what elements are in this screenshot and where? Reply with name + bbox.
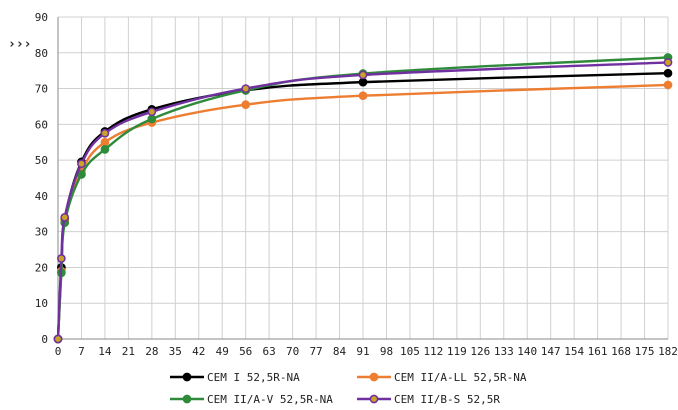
data-point	[358, 70, 368, 80]
data-point	[358, 91, 368, 101]
legend-label: CEM II/A-V 52,5R-NA	[207, 393, 333, 406]
x-tick-label: 105	[400, 345, 420, 358]
x-tick-label: 126	[470, 345, 490, 358]
x-tick-label: 91	[356, 345, 369, 358]
legend-entry: CEM II/A-V 52,5R-NA	[170, 393, 333, 406]
x-tick-label: 63	[263, 345, 276, 358]
x-tick-label: 175	[635, 345, 655, 358]
data-point	[100, 137, 110, 147]
x-tick-label: 161	[588, 345, 608, 358]
data-point	[60, 213, 70, 222]
data-point	[57, 254, 66, 263]
axes: 0 10 20 30 40 50 60 70 80 90 0 7 14 21 28 35 42 49 56 63 70 7…	[35, 11, 678, 358]
data-point	[100, 128, 110, 138]
x-tick-label: 70	[286, 345, 299, 358]
y-tick-label: 60	[35, 118, 48, 131]
data-point	[100, 145, 110, 154]
legend-label: CEM II/B-S 52,5R	[394, 393, 500, 406]
legend-label: CEM I 52,5R-NA	[207, 371, 300, 384]
legend-swatch-marker	[182, 372, 192, 382]
legend-entry: CEM I 52,5R-NA	[170, 371, 300, 384]
x-tick-label: 28	[145, 345, 158, 358]
x-tick-label: 77	[309, 345, 322, 358]
x-tick-label: 119	[447, 345, 467, 358]
data-point	[147, 114, 157, 124]
x-tick-label: 84	[333, 345, 347, 358]
x-tick-label: 182	[658, 345, 678, 358]
y-tick-label: 20	[35, 261, 48, 274]
series-line	[56, 61, 669, 340]
legend-entry: CEM II/B-S 52,5R	[357, 393, 500, 406]
x-tick-label: 14	[98, 345, 112, 358]
x-tick-label: 42	[192, 345, 205, 358]
y-tick-label: 40	[35, 190, 48, 203]
x-tick-label: 140	[517, 345, 537, 358]
y-axis-label: ›››	[8, 37, 31, 52]
y-tick-label: 10	[35, 297, 48, 310]
data-point	[147, 107, 157, 117]
x-tick-label: 133	[494, 345, 514, 358]
legend: CEM I 52,5R-NA CEM II/A-LL 52,5R-NA CEM II…	[170, 371, 527, 406]
x-tick-label: 0	[55, 345, 62, 358]
y-tick-label: 80	[35, 47, 48, 60]
data-point	[663, 80, 673, 90]
y-tick-label: 0	[41, 333, 48, 346]
y-tick-label: 70	[35, 83, 48, 96]
data-point	[241, 84, 251, 93]
x-tick-label: 98	[380, 345, 393, 358]
y-tick-label: 50	[35, 154, 48, 167]
x-tick-label: 112	[423, 345, 443, 358]
y-tick-label: 30	[35, 226, 48, 239]
x-tick-label: 7	[78, 345, 85, 358]
x-tick-label: 49	[216, 345, 229, 358]
y-tick-label: 90	[35, 11, 48, 24]
x-tick-label: 21	[122, 345, 135, 358]
legend-swatch-marker	[369, 372, 379, 382]
x-tick-label: 147	[541, 345, 561, 358]
legend-label: CEM II/A-LL 52,5R-NA	[394, 371, 527, 384]
legend-entry: CEM II/A-LL 52,5R-NA	[357, 371, 527, 384]
data-point	[663, 58, 673, 67]
series-4	[53, 58, 673, 344]
x-tick-label: 168	[611, 345, 631, 358]
series-layer	[53, 53, 673, 344]
x-tick-label: 56	[239, 345, 252, 358]
x-tick-label: 154	[564, 345, 584, 358]
x-tick-label: 35	[169, 345, 182, 358]
grid	[57, 16, 669, 340]
data-point	[241, 100, 251, 110]
data-point	[358, 77, 368, 87]
legend-swatch-marker	[369, 394, 379, 404]
legend-swatch-marker	[182, 394, 192, 404]
data-point	[77, 159, 86, 169]
data-point	[53, 334, 63, 344]
data-point	[663, 68, 673, 78]
